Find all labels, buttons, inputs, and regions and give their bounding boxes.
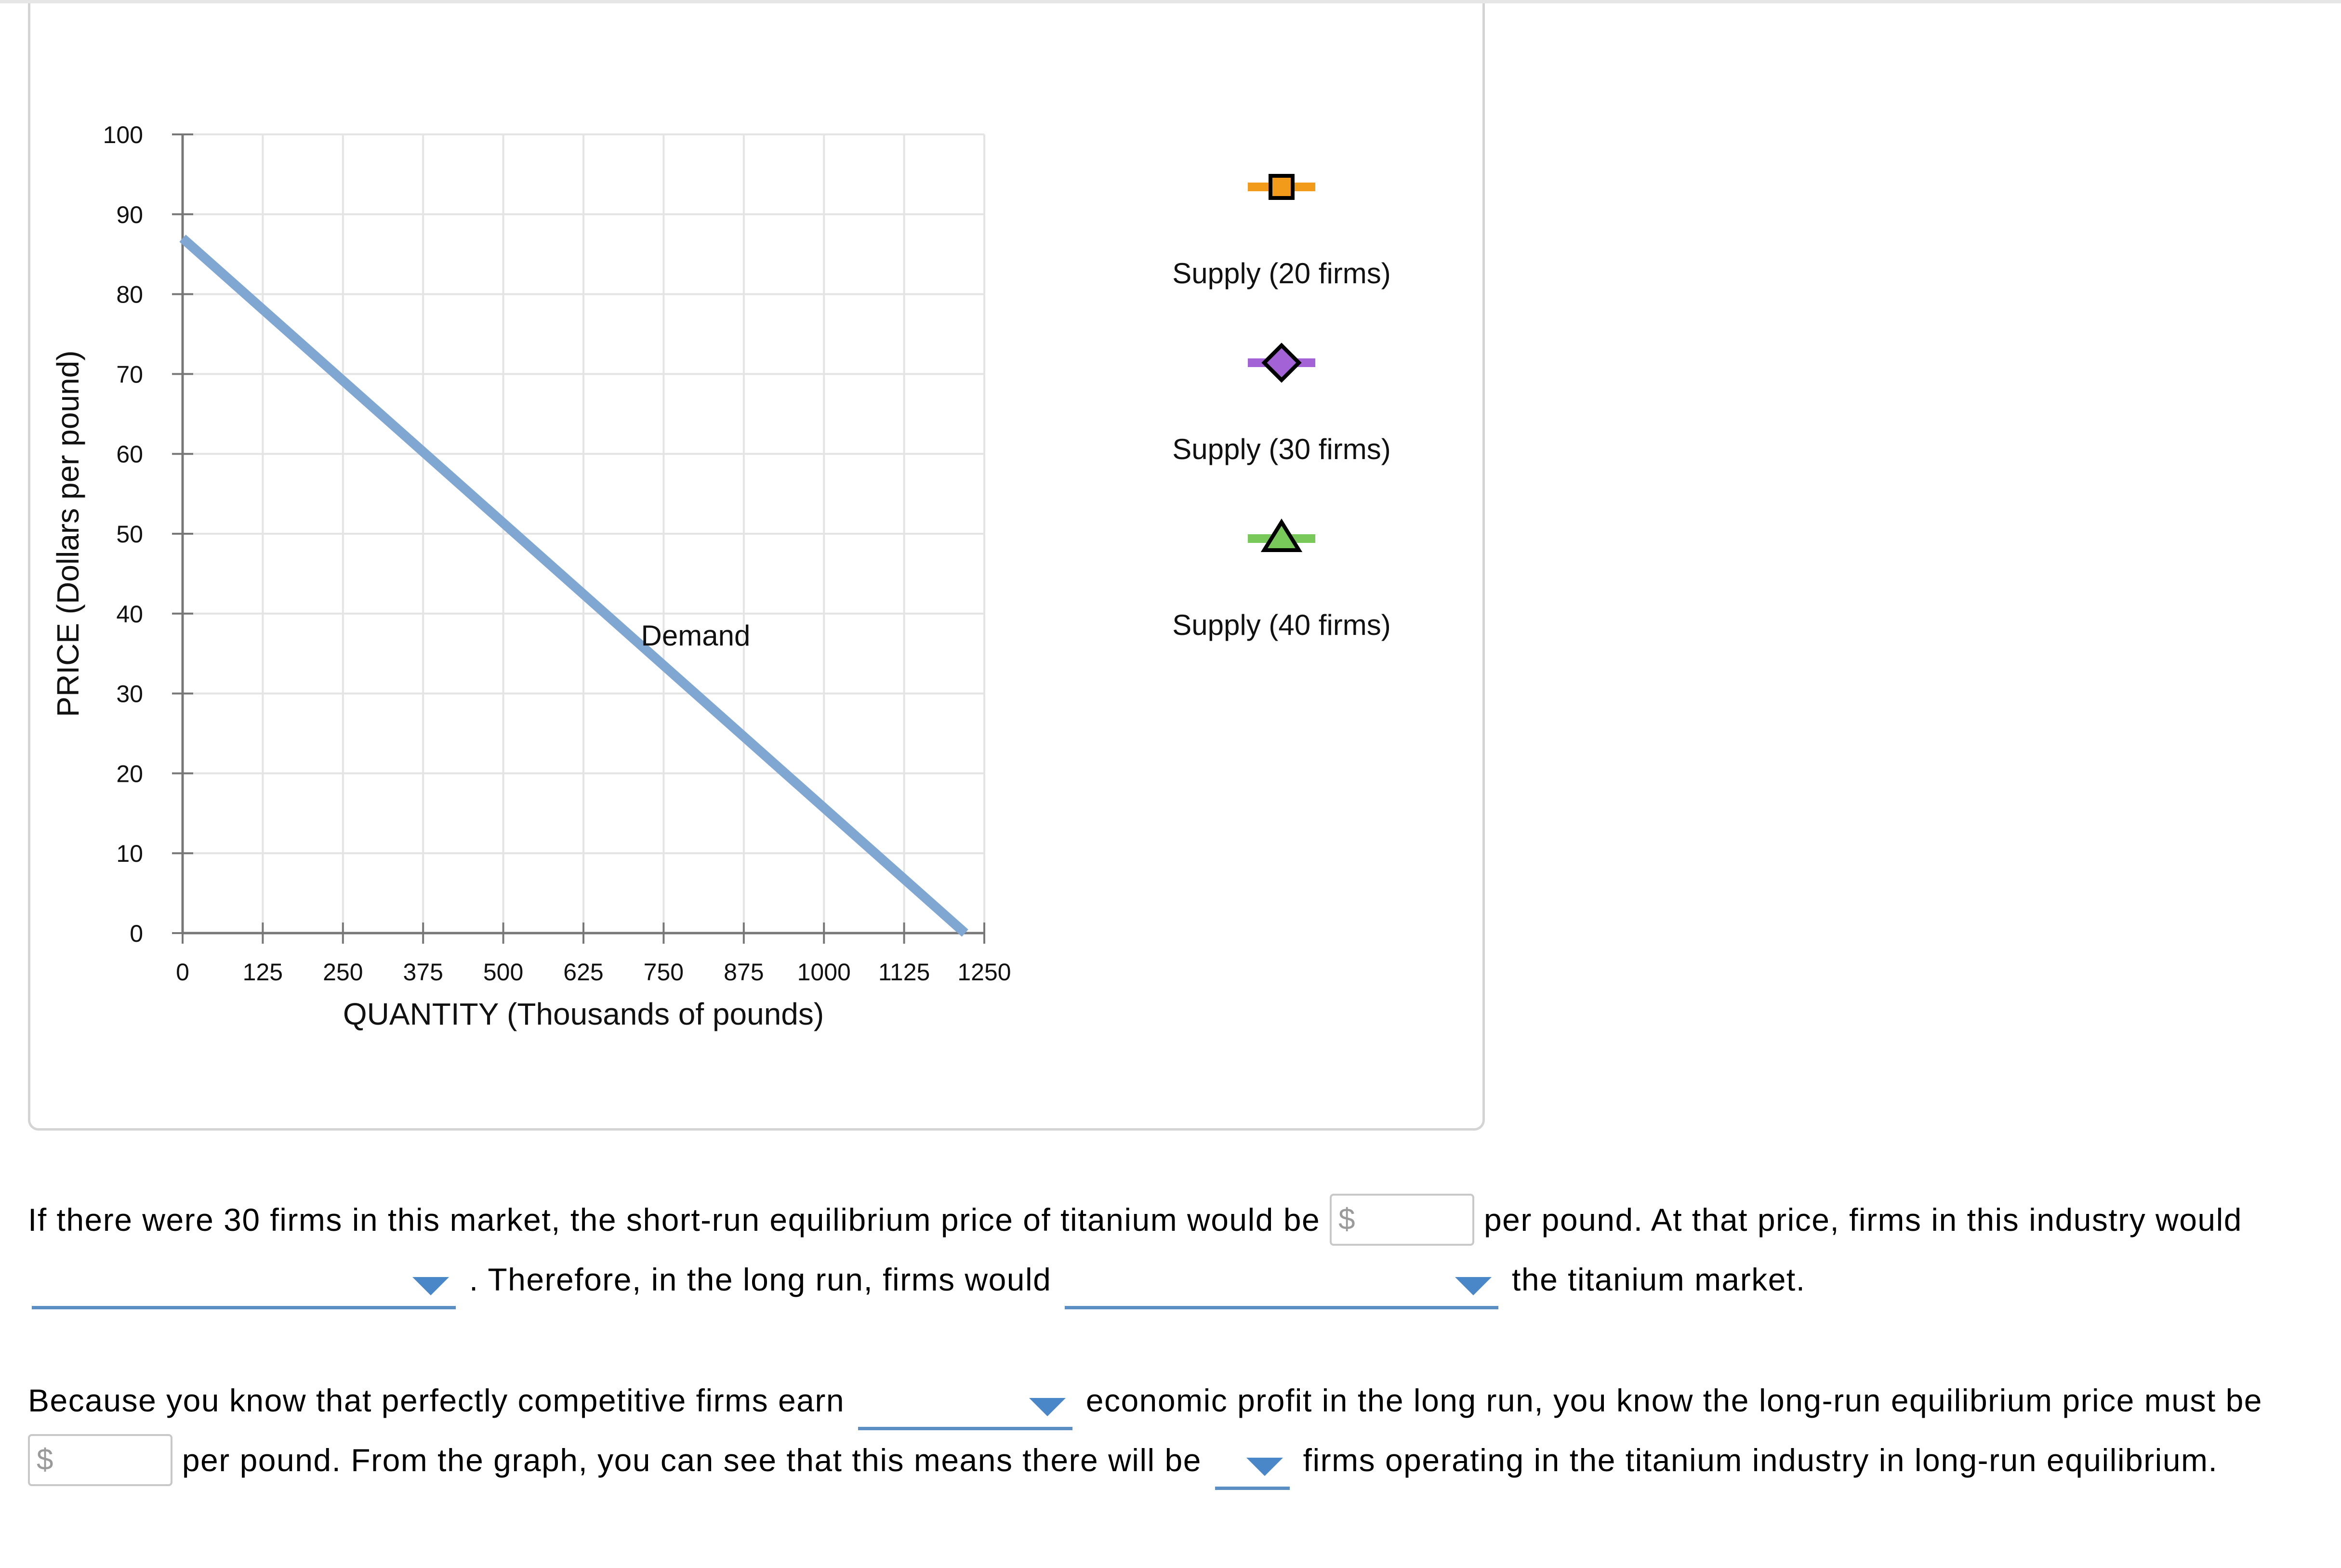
- chevron-down-icon[interactable]: [1029, 1398, 1066, 1416]
- question-paragraph-2: Because you know that perfectly competit…: [28, 1370, 2321, 1490]
- x-tick-label: 125: [243, 959, 283, 986]
- price-field[interactable]: [54, 1436, 171, 1484]
- question-text: If there were 30 firms in this market, t…: [28, 1202, 1321, 1238]
- chevron-down-icon[interactable]: [1246, 1458, 1283, 1476]
- x-tick-label: 0: [176, 959, 189, 986]
- question-paragraph-1: If there were 30 firms in this market, t…: [28, 1190, 2321, 1309]
- question-text: per pound. From the graph, you can see t…: [182, 1442, 1202, 1478]
- square-marker-icon[interactable]: [1269, 174, 1295, 200]
- x-tick-label: 1250: [957, 959, 1011, 986]
- price-field[interactable]: [1356, 1196, 1472, 1244]
- palette-label[interactable]: Supply (40 firms): [1172, 609, 1390, 641]
- firm-count-dropdown[interactable]: [1215, 1438, 1290, 1490]
- x-tick-label: 625: [563, 959, 603, 986]
- x-tick-label: 1125: [878, 959, 930, 986]
- long-run-price-input[interactable]: $: [28, 1434, 172, 1486]
- diamond-marker-icon[interactable]: [1261, 343, 1302, 383]
- question-text: firms operating in the titanium industry…: [1303, 1442, 2218, 1478]
- question-text: the titanium market.: [1512, 1262, 1806, 1297]
- question-section: If there were 30 firms in this market, t…: [28, 1190, 2321, 1490]
- x-tick-label: 750: [644, 959, 684, 986]
- x-tick-label: 875: [724, 959, 764, 986]
- demand-curve: [179, 235, 968, 937]
- y-tick-label: 70: [116, 361, 143, 388]
- dollar-sign: $: [37, 1443, 54, 1476]
- question-text: . Therefore, in the long run, firms woul…: [469, 1262, 1052, 1297]
- y-tick-label: 50: [116, 521, 143, 548]
- palette-label[interactable]: Supply (20 firms): [1172, 257, 1390, 290]
- y-tick-label: 40: [116, 601, 143, 628]
- palette-tool[interactable]: Supply (20 firms): [1172, 174, 1391, 290]
- palette-label[interactable]: Supply (30 firms): [1172, 433, 1390, 465]
- question-text: Because you know that perfectly competit…: [28, 1383, 845, 1418]
- question-text: per pound. At that price, firms in this …: [1483, 1202, 2242, 1238]
- y-axis-title: PRICE (Dollars per pound): [51, 350, 85, 717]
- long-run-entry-dropdown[interactable]: [1065, 1258, 1499, 1309]
- chart-series: Demand: [179, 235, 968, 937]
- y-tick-label: 90: [116, 201, 143, 228]
- x-tick-label: 250: [323, 959, 363, 986]
- y-tick-label: 100: [103, 121, 143, 148]
- y-tick-label: 20: [116, 760, 143, 787]
- y-tick-label: 30: [116, 681, 143, 708]
- top-divider: [0, 0, 2341, 3]
- palette-tool[interactable]: Supply (40 firms): [1172, 518, 1391, 641]
- y-tick-label: 80: [116, 281, 143, 308]
- demand-label: Demand: [641, 619, 751, 652]
- x-tick-label: 1000: [797, 959, 851, 986]
- x-axis-title: QUANTITY (Thousands of pounds): [343, 997, 824, 1031]
- y-tick-label: 10: [116, 840, 143, 867]
- short-run-price-input[interactable]: $: [1330, 1193, 1475, 1246]
- triangle-marker-icon[interactable]: [1260, 518, 1303, 552]
- profit-type-dropdown[interactable]: [858, 1379, 1072, 1430]
- dollar-sign: $: [1338, 1202, 1356, 1236]
- question-text: economic profit in the long run, you kno…: [1085, 1383, 2262, 1418]
- y-tick-label: 0: [130, 920, 143, 947]
- chevron-down-icon[interactable]: [1455, 1277, 1492, 1295]
- curve-palette[interactable]: Supply (20 firms) Supply (30 firms) Supply…: [1172, 174, 1391, 641]
- chevron-down-icon[interactable]: [412, 1277, 449, 1295]
- chart-grid: [183, 133, 985, 933]
- x-tick-label: 500: [483, 959, 523, 986]
- x-tick-label: 375: [403, 959, 443, 986]
- palette-tool[interactable]: Supply (30 firms): [1172, 343, 1391, 465]
- graph-panel: 0 10 20 30 40 50 60 70 80 90 100 0 125 250 375 500 625 75…: [28, 3, 1485, 1131]
- y-tick-label: 60: [116, 441, 143, 468]
- firm-action-dropdown[interactable]: [32, 1258, 456, 1309]
